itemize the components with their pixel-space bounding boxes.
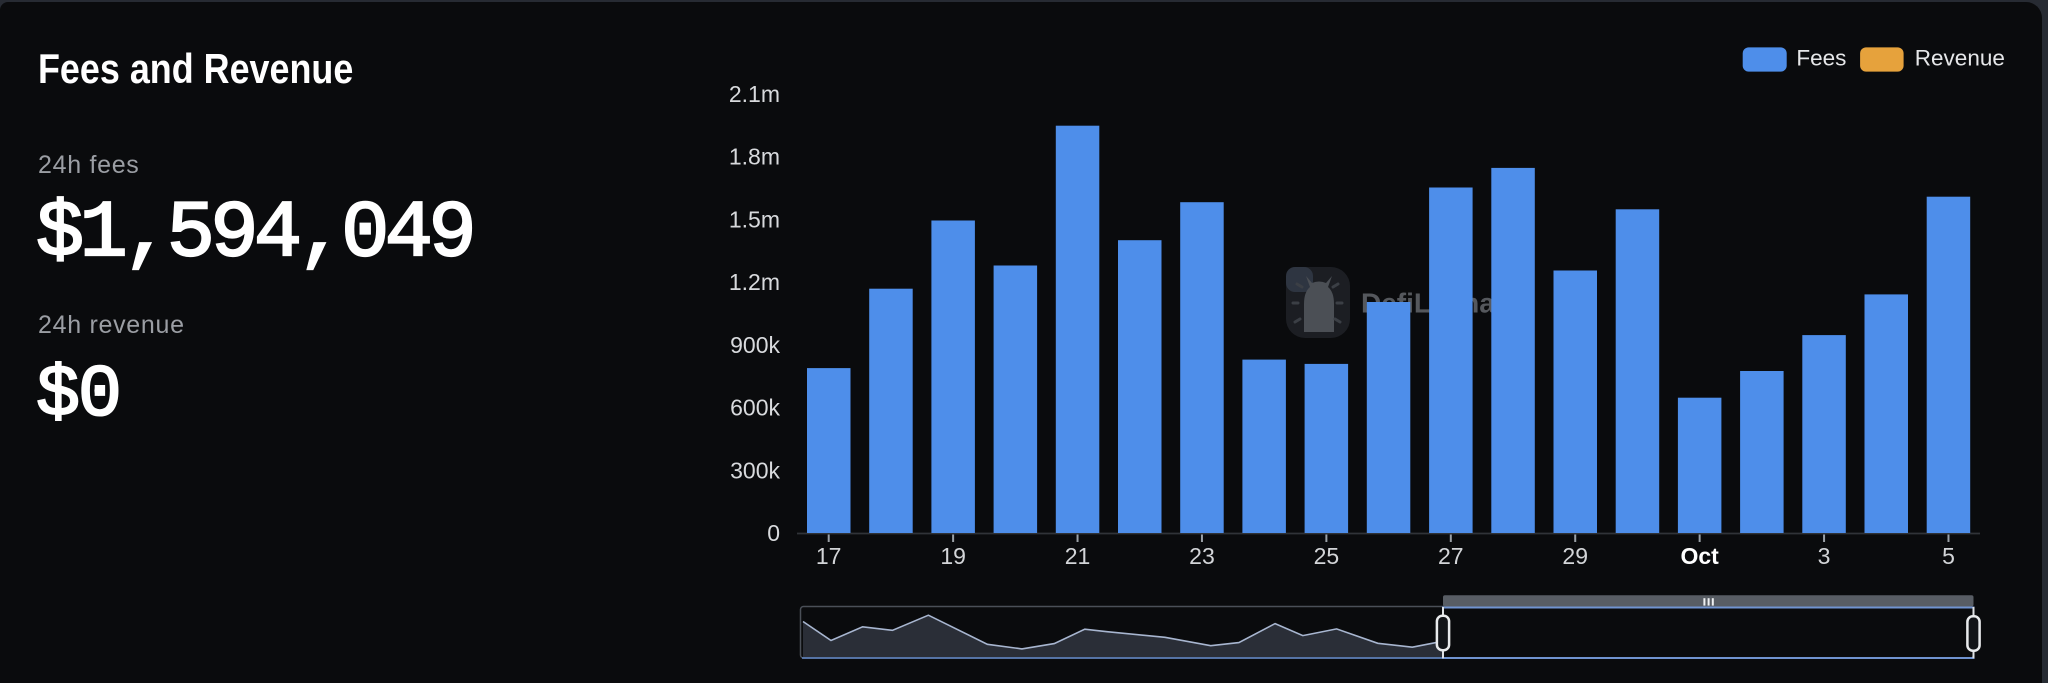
svg-text:300k: 300k <box>730 457 780 483</box>
svg-text:3: 3 <box>1818 543 1831 569</box>
svg-text:21: 21 <box>1065 543 1091 569</box>
svg-text:5: 5 <box>1942 543 1955 569</box>
svg-text:19: 19 <box>940 543 966 569</box>
svg-text:17: 17 <box>816 543 842 569</box>
svg-text:23: 23 <box>1189 543 1215 569</box>
svg-text:1.2m: 1.2m <box>729 269 780 295</box>
svg-text:0: 0 <box>767 520 780 546</box>
svg-text:25: 25 <box>1314 543 1340 569</box>
svg-text:Revenue: Revenue <box>1915 46 2005 71</box>
svg-text:2.1m: 2.1m <box>729 81 780 107</box>
svg-text:900k: 900k <box>730 332 780 358</box>
svg-text:29: 29 <box>1562 543 1588 569</box>
svg-text:1.8m: 1.8m <box>729 144 780 170</box>
svg-text:600k: 600k <box>730 395 780 421</box>
svg-text:1.5m: 1.5m <box>729 206 780 232</box>
svg-text:Oct: Oct <box>1680 543 1719 569</box>
svg-text:27: 27 <box>1438 543 1464 569</box>
svg-text:Fees: Fees <box>1796 46 1846 71</box>
